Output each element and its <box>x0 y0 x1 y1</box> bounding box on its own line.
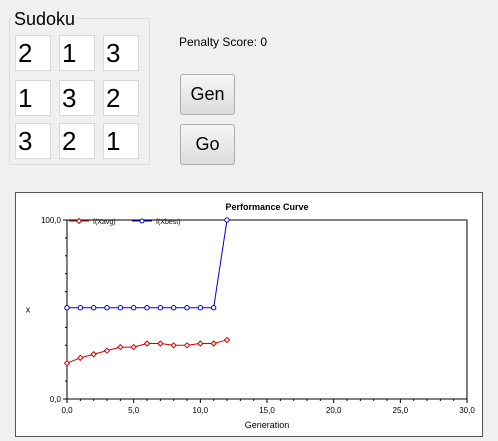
x-axis-label: Generation <box>245 420 290 430</box>
data-point <box>210 340 217 347</box>
sudoku-cell-0-0[interactable] <box>15 35 51 71</box>
performance-chart: Performance Curve 0,0 5,0 10,0 15,0 20,0 25,0 3… <box>15 192 483 437</box>
data-point <box>90 351 97 358</box>
data-point <box>197 305 204 311</box>
y-tick-label: 0,0 <box>50 395 62 404</box>
data-point <box>144 305 150 311</box>
x-tick-label: 10,0 <box>193 406 209 415</box>
sudoku-title: Sudoku <box>12 8 78 30</box>
chart-svg: Performance Curve 0,0 5,0 10,0 15,0 20,0 25,0 3… <box>26 202 476 430</box>
plot-frame <box>66 219 468 400</box>
legend-marker <box>75 217 83 225</box>
sudoku-cell-0-2[interactable] <box>103 35 139 71</box>
y-tick-label: 100,0 <box>41 216 62 225</box>
x-tick-label: 20,0 <box>326 406 342 415</box>
legend-label: f(Xbest) <box>156 219 181 226</box>
data-point <box>197 340 204 347</box>
data-point <box>77 305 84 311</box>
data-point <box>157 340 164 347</box>
data-point <box>224 217 230 223</box>
data-point <box>210 305 217 311</box>
x-tick-label: 5,0 <box>128 406 140 415</box>
data-point <box>223 336 231 344</box>
sudoku-group <box>9 18 150 165</box>
data-point <box>183 342 191 349</box>
sudoku-cell-1-2[interactable] <box>103 80 139 116</box>
data-point <box>117 305 124 311</box>
sudoku-cell-2-2[interactable] <box>103 123 139 159</box>
series-line-1 <box>67 219 228 309</box>
sudoku-cell-0-1[interactable] <box>59 35 95 71</box>
data-point <box>130 305 137 311</box>
data-point <box>157 305 164 311</box>
legend-label: f(Xavg) <box>93 219 116 226</box>
x-tick-label: 0,0 <box>61 406 73 415</box>
data-point <box>103 347 111 354</box>
penalty-score-label: Penalty Score: 0 <box>179 35 268 49</box>
legend-marker <box>139 218 145 224</box>
data-point <box>117 343 124 351</box>
data-point <box>130 343 137 351</box>
data-point <box>77 354 84 362</box>
chart-title: Performance Curve <box>225 202 308 212</box>
go-button[interactable]: Go <box>180 124 235 165</box>
sudoku-cell-1-0[interactable] <box>15 80 51 116</box>
sudoku-cell-2-0[interactable] <box>15 123 51 159</box>
data-point <box>90 305 97 311</box>
data-point <box>63 359 71 367</box>
data-point <box>184 305 190 311</box>
sudoku-cell-1-1[interactable] <box>59 80 95 116</box>
data-point <box>64 305 70 311</box>
x-tick-label: 30,0 <box>459 406 475 415</box>
data-point <box>143 340 151 347</box>
y-axis-label: x <box>26 305 31 315</box>
x-tick-label: 15,0 <box>259 406 275 415</box>
gen-button[interactable]: Gen <box>180 74 235 115</box>
x-tick-label: 25,0 <box>393 406 409 415</box>
data-point <box>104 305 110 311</box>
data-point <box>170 305 177 311</box>
sudoku-cell-2-1[interactable] <box>59 123 95 159</box>
data-point <box>170 342 177 349</box>
